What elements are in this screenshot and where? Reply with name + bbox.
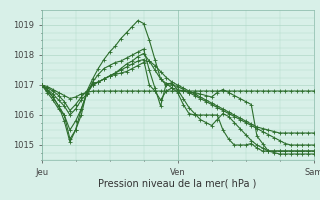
X-axis label: Pression niveau de la mer( hPa ): Pression niveau de la mer( hPa )	[99, 178, 257, 188]
